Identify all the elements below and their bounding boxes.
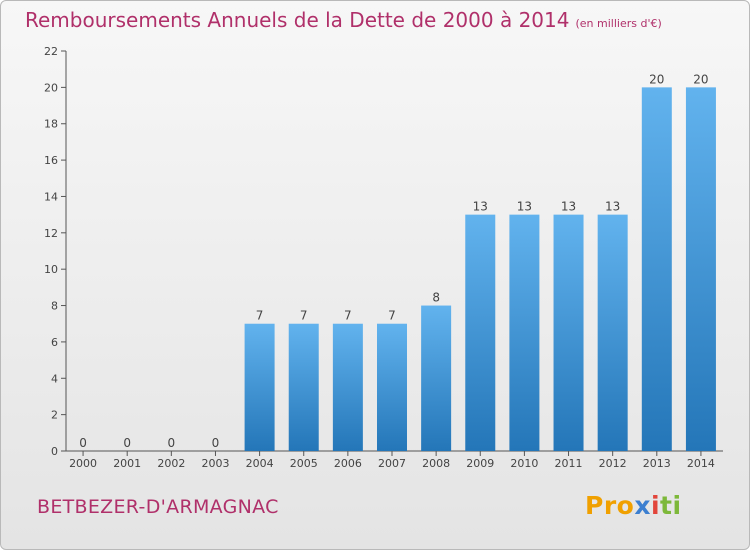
chart-title-text: Remboursements Annuels de la Dette de 20… bbox=[25, 8, 570, 32]
value-label-2009: 13 bbox=[473, 200, 488, 214]
x-tick-label: 2013 bbox=[643, 457, 671, 470]
value-label-2011: 13 bbox=[561, 200, 576, 214]
y-tick-label: 10 bbox=[44, 263, 58, 276]
x-tick-label: 2000 bbox=[69, 457, 97, 470]
x-tick-label: 2002 bbox=[157, 457, 185, 470]
bar-2006 bbox=[332, 323, 363, 451]
y-tick-label: 16 bbox=[44, 154, 58, 167]
bar-2008 bbox=[421, 305, 452, 451]
bars bbox=[244, 87, 716, 451]
value-label-2013: 20 bbox=[649, 72, 664, 86]
x-tick-label: 2007 bbox=[378, 457, 406, 470]
value-label-2001: 0 bbox=[123, 436, 131, 450]
bar-2005 bbox=[288, 323, 319, 451]
x-tick-label: 2014 bbox=[687, 457, 715, 470]
x-tick-label: 2009 bbox=[466, 457, 494, 470]
value-label-2007: 7 bbox=[388, 309, 396, 323]
commune-name: BETBEZER-D'ARMAGNAC bbox=[37, 496, 279, 518]
x-tick-label: 2008 bbox=[422, 457, 450, 470]
value-label-2008: 8 bbox=[432, 291, 440, 305]
value-label-2006: 7 bbox=[344, 309, 352, 323]
unit-note: (en milliers d'€) bbox=[575, 17, 662, 30]
bar-2012 bbox=[597, 214, 628, 451]
bar-2014 bbox=[685, 87, 716, 451]
value-label-2004: 7 bbox=[256, 309, 264, 323]
logo-part-2: x bbox=[634, 491, 651, 520]
y-tick-label: 4 bbox=[51, 372, 58, 385]
bar-2011 bbox=[553, 214, 584, 451]
logo-part-1: Pro bbox=[585, 491, 635, 520]
x-tick-label: 2012 bbox=[599, 457, 627, 470]
y-tick-label: 6 bbox=[51, 336, 58, 349]
y-tick-label: 14 bbox=[44, 190, 58, 203]
x-tick-label: 2010 bbox=[510, 457, 538, 470]
y-axis: 0 2 4 6 8 10 12 14 16 18 20 22 bbox=[44, 45, 67, 458]
bar-2007 bbox=[377, 323, 407, 451]
value-labels: 0 0 0 0 7 7 7 7 8 13 13 13 13 20 20 bbox=[79, 72, 708, 450]
x-tick-label: 2004 bbox=[246, 457, 274, 470]
y-tick-label: 20 bbox=[44, 81, 58, 94]
x-tick-label: 2005 bbox=[290, 457, 318, 470]
value-label-2003: 0 bbox=[212, 436, 220, 450]
x-tick-label: 2003 bbox=[201, 457, 229, 470]
x-tick-label: 2011 bbox=[555, 457, 583, 470]
logo-part-3: i bbox=[650, 491, 661, 520]
chart-title: Remboursements Annuels de la Dette de 20… bbox=[25, 8, 662, 32]
x-tick-label: 2001 bbox=[113, 457, 141, 470]
proxiti-logo[interactable]: Proxiti bbox=[585, 491, 682, 520]
y-tick-label: 18 bbox=[44, 118, 58, 131]
bar-2009 bbox=[465, 214, 496, 451]
y-tick-label: 8 bbox=[51, 300, 58, 313]
value-label-2000: 0 bbox=[79, 436, 87, 450]
y-tick-label: 0 bbox=[51, 445, 58, 458]
logo-part-4: ti bbox=[660, 491, 682, 520]
value-label-2010: 13 bbox=[517, 200, 532, 214]
bar-2010 bbox=[509, 214, 540, 451]
value-label-2014: 20 bbox=[693, 72, 708, 86]
value-label-2012: 13 bbox=[605, 200, 620, 214]
y-tick-label: 22 bbox=[44, 45, 58, 58]
bar-2013 bbox=[641, 87, 672, 451]
y-tick-label: 2 bbox=[51, 409, 58, 422]
x-axis: 2000 2001 2002 2003 2004 2005 2006 2007 2008 2009… bbox=[66, 450, 723, 470]
value-label-2005: 7 bbox=[300, 309, 308, 323]
y-tick-label: 12 bbox=[44, 227, 58, 240]
bar-2004 bbox=[244, 323, 275, 451]
value-label-2002: 0 bbox=[168, 436, 176, 450]
x-tick-label: 2006 bbox=[334, 457, 362, 470]
